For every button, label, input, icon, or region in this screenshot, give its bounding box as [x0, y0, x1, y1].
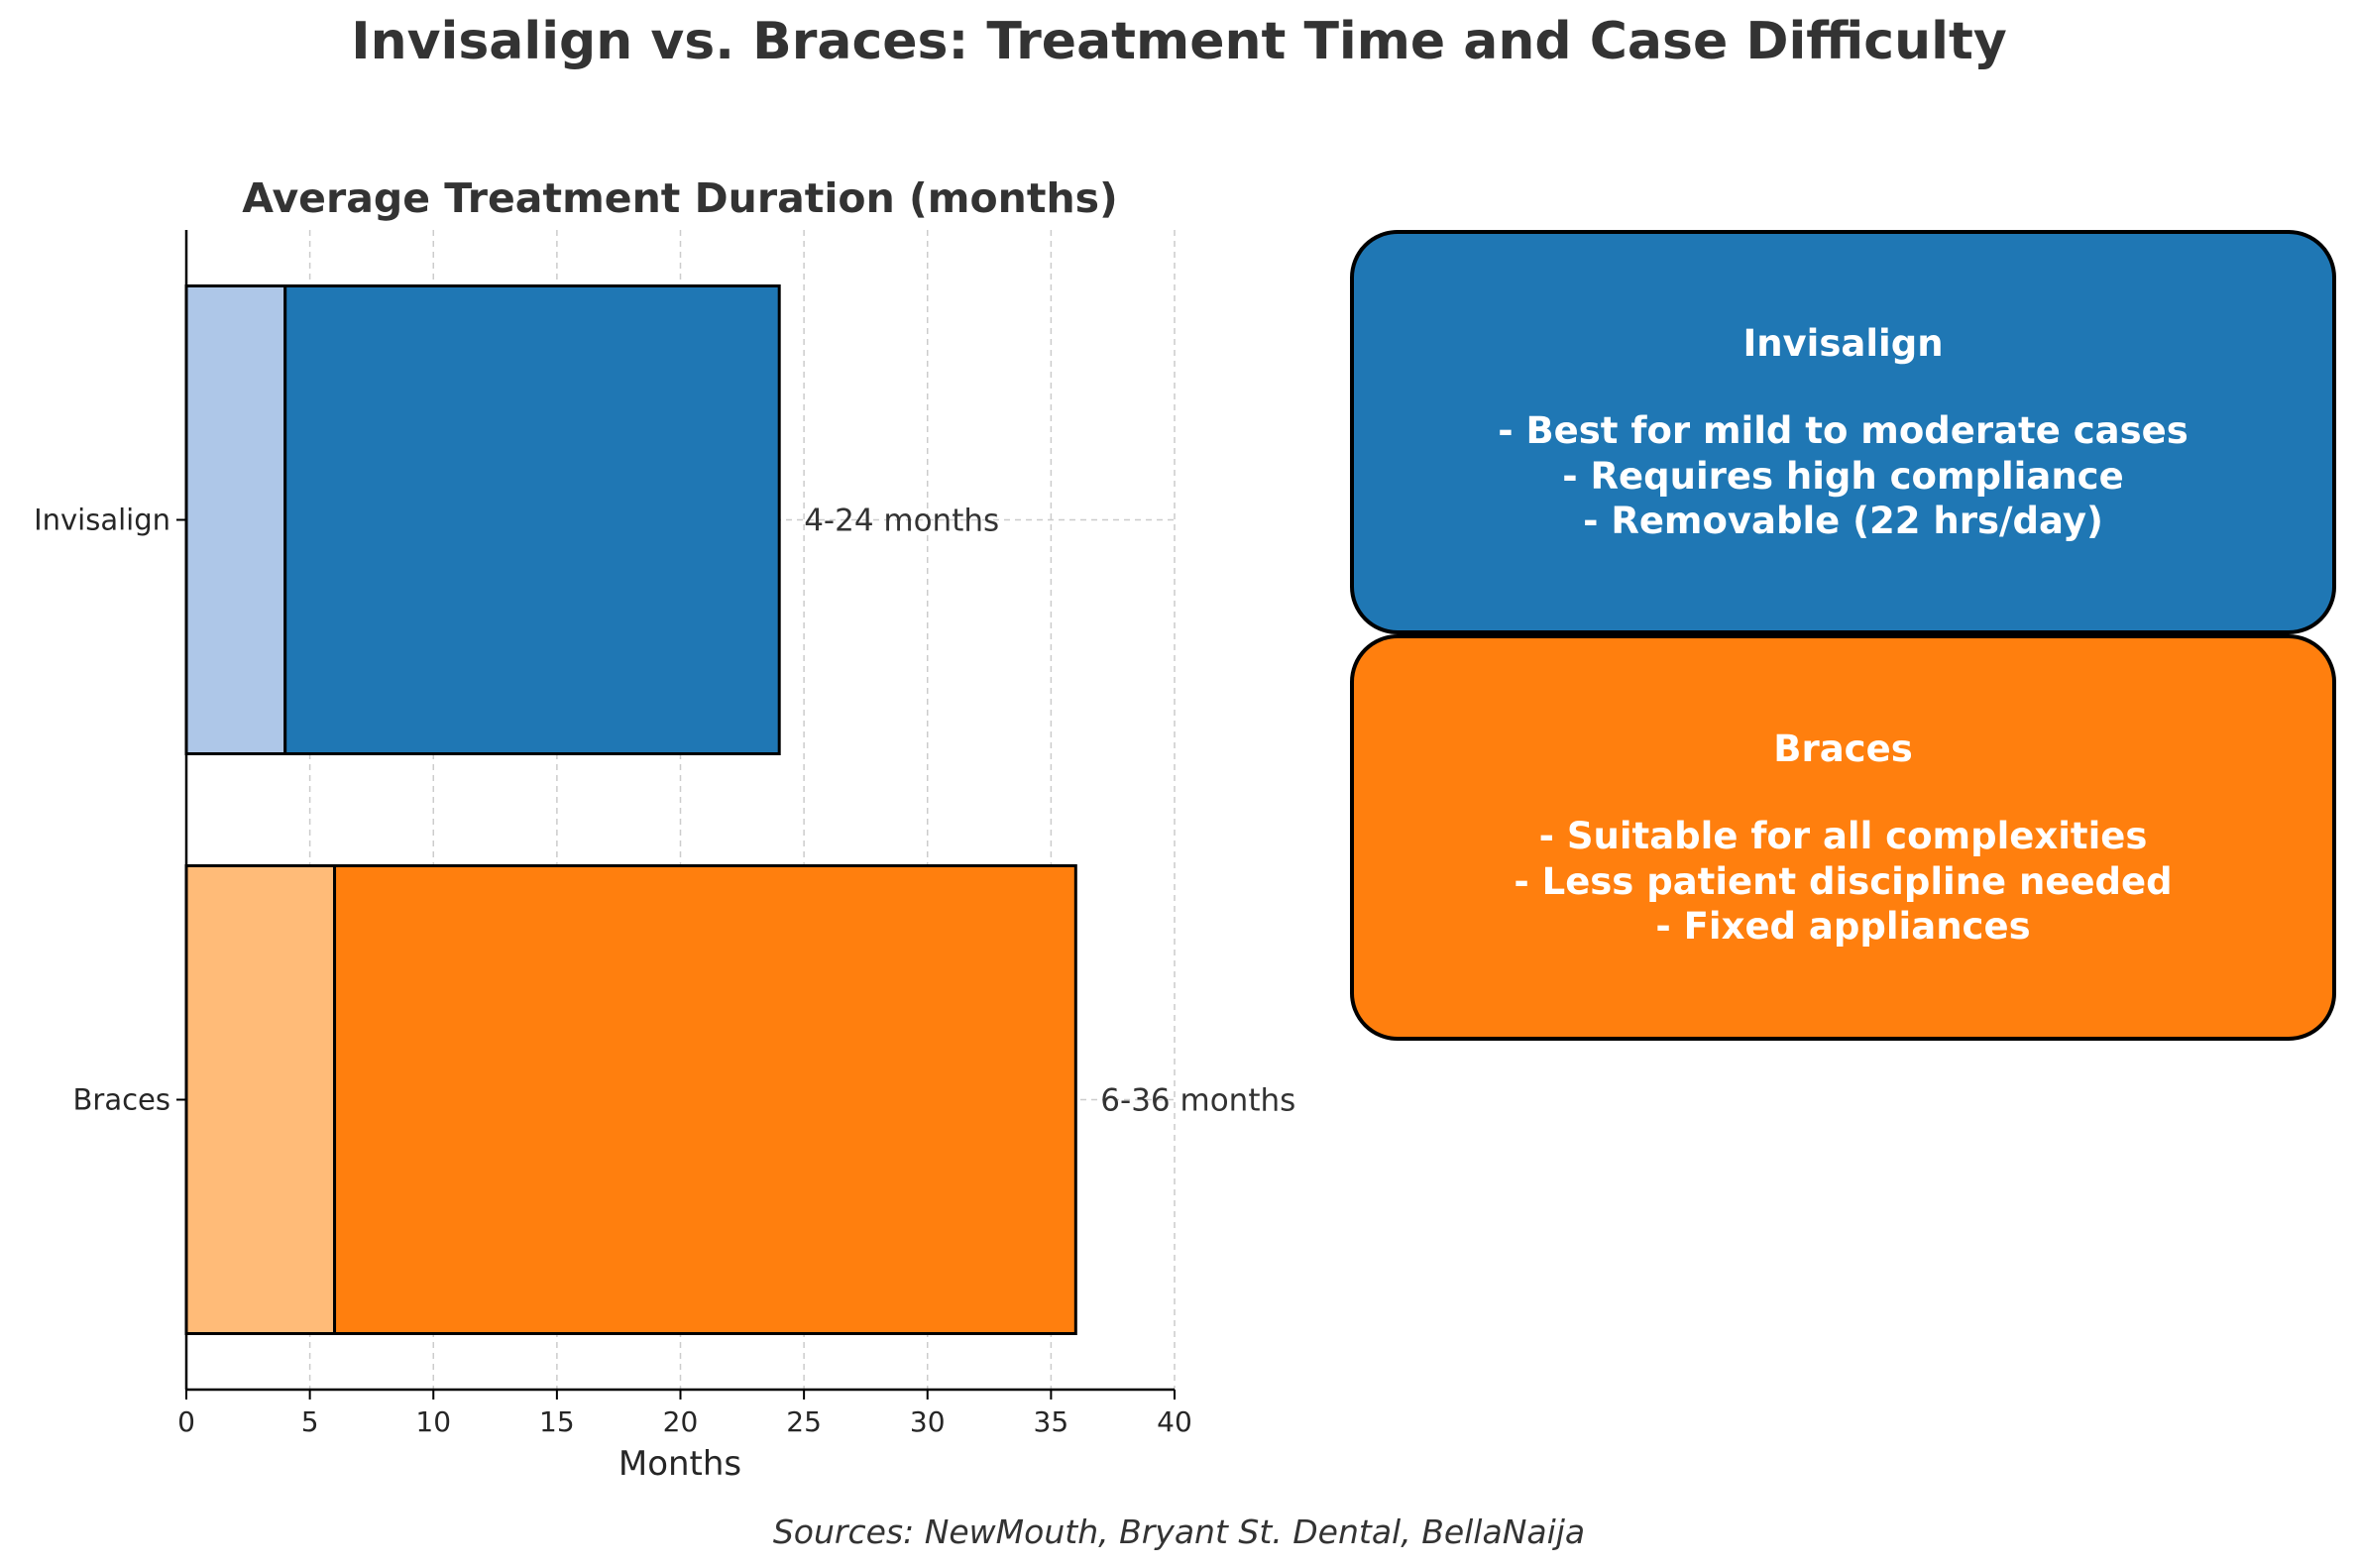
- x-axis-label: Months: [618, 1444, 741, 1484]
- info-box-line: - Suitable for all complexities: [1538, 815, 2148, 857]
- bar-additional-invisalign: [283, 284, 781, 755]
- info-box-title: Braces: [1773, 727, 1913, 770]
- y-tick-label: Invisalign: [34, 504, 170, 537]
- bar-minimum-invisalign: [184, 284, 287, 755]
- x-tick-label: 15: [539, 1405, 575, 1438]
- info-box-title: Invisalign: [1742, 321, 1944, 365]
- data-label: 4-24 months: [804, 504, 999, 539]
- braces-info-box: Braces - Suitable for all complexities -…: [1350, 634, 2336, 1041]
- x-tick-label: 25: [786, 1405, 822, 1438]
- bars: 4-24 months 6-36 months: [184, 284, 1295, 1335]
- x-tick-label: 5: [301, 1405, 319, 1438]
- x-tick-label: 10: [415, 1405, 451, 1438]
- chart-title: Average Treatment Duration (months): [242, 174, 1118, 222]
- info-box-line: - Best for mild to moderate cases: [1498, 409, 2189, 452]
- x-tick-label: 30: [910, 1405, 946, 1438]
- axes: 0 5 10 15 20 25 30 35 40 Invisalign Braces: [34, 230, 1192, 1438]
- sources-note: Sources: NewMouth, Bryant St. Dental, Be…: [772, 1512, 1586, 1551]
- x-tick-label: 0: [177, 1405, 195, 1438]
- bar-additional-braces: [333, 864, 1077, 1335]
- figure-title: Invisalign vs. Braces: Treatment Time an…: [351, 12, 2007, 71]
- info-box-line: - Removable (22 hrs/day): [1583, 500, 2103, 542]
- info-box-line: - Less patient discipline needed: [1514, 859, 2173, 903]
- y-tick-label: Braces: [73, 1083, 170, 1117]
- x-tick-label: 20: [663, 1405, 699, 1438]
- data-label: 6-36 months: [1100, 1083, 1295, 1119]
- x-tick-label: 35: [1034, 1405, 1069, 1438]
- x-tick-label: 40: [1157, 1405, 1192, 1438]
- info-box-line: - Fixed appliances: [1655, 905, 2031, 948]
- info-box-line: - Requires high compliance: [1562, 454, 2124, 498]
- invisalign-info-box: Invisalign - Best for mild to moderate c…: [1350, 230, 2336, 634]
- bar-minimum-braces: [184, 864, 337, 1335]
